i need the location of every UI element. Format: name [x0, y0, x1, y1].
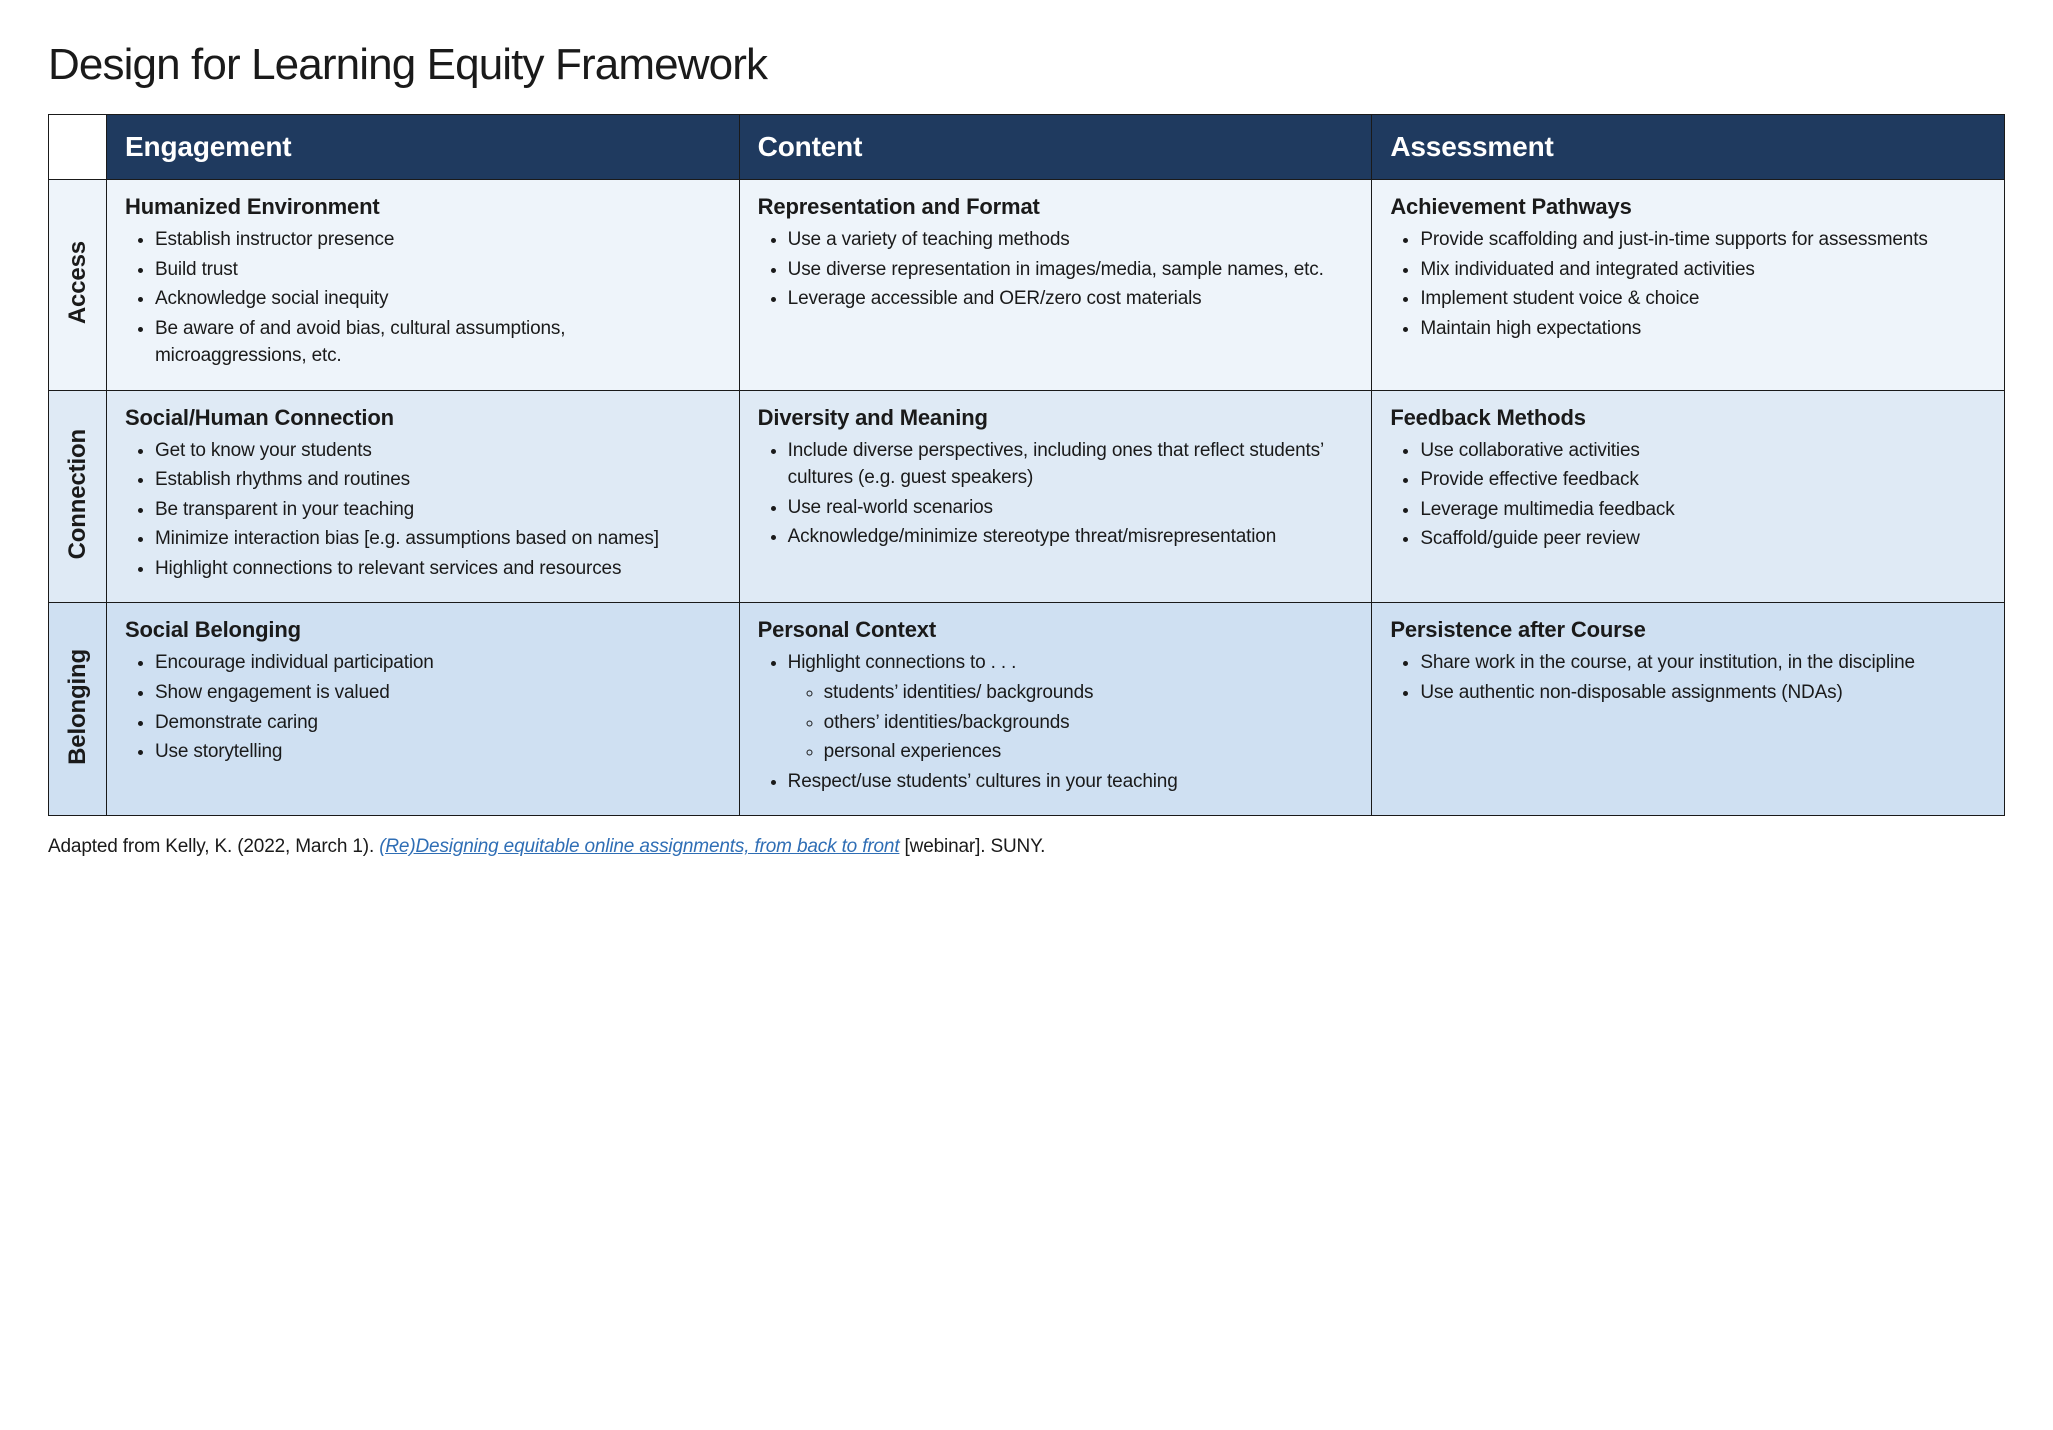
cell-list: Share work in the course, at your instit… — [1390, 649, 1986, 706]
cell: Diversity and Meaning Include diverse per… — [739, 390, 1372, 603]
cell-heading: Social/Human Connection — [125, 405, 721, 431]
cell-list: Establish instructor presenceBuild trust… — [125, 226, 721, 370]
list-item-text: Highlight connections to . . . — [788, 652, 1017, 673]
cell-heading: Social Belonging — [125, 617, 721, 643]
cell-heading: Humanized Environment — [125, 194, 721, 220]
list-item: Leverage accessible and OER/zero cost ma… — [788, 285, 1354, 313]
list-item: Get to know your students — [155, 437, 721, 465]
list-item: Include diverse perspectives, including … — [788, 437, 1354, 492]
cell: Feedback Methods Use collaborative activi… — [1372, 390, 2005, 603]
cell-list: Include diverse perspectives, including … — [758, 437, 1354, 551]
cell: Representation and Format Use a variety o… — [739, 180, 1372, 391]
list-item: Mix individuated and integrated activiti… — [1420, 256, 1986, 284]
list-item: Show engagement is valued — [155, 679, 721, 707]
list-item: Highlight connections to . . . students’ … — [788, 649, 1354, 765]
list-item: Encourage individual participation — [155, 649, 721, 677]
list-item: Acknowledge/minimize stereotype threat/m… — [788, 523, 1354, 551]
cell-heading: Persistence after Course — [1390, 617, 1986, 643]
sub-list: students’ identities/ backgroundsothers’… — [788, 679, 1354, 766]
list-item: Acknowledge social inequity — [155, 285, 721, 313]
list-item: Establish instructor presence — [155, 226, 721, 254]
citation-link[interactable]: (Re)Designing equitable online assignmen… — [379, 836, 899, 857]
list-item: Use diverse representation in images/med… — [788, 256, 1354, 284]
row-header-label: Access — [64, 241, 92, 324]
cell-heading: Personal Context — [758, 617, 1354, 643]
list-item: Provide scaffolding and just-in-time sup… — [1420, 226, 1986, 254]
cell: Social Belonging Encourage individual par… — [107, 603, 740, 816]
list-item: Be aware of and avoid bias, cultural ass… — [155, 315, 721, 370]
list-item: Be transparent in your teaching — [155, 496, 721, 524]
list-item: Use authentic non-disposable assignments… — [1420, 679, 1986, 707]
cell-list: Use collaborative activitiesProvide effe… — [1390, 437, 1986, 553]
cell-list: Get to know your studentsEstablish rhyth… — [125, 437, 721, 583]
row-header-label: Belonging — [64, 649, 92, 765]
cell: Personal Context Highlight connections to… — [739, 603, 1372, 816]
row-header-label: Connection — [64, 429, 92, 559]
list-item: Use collaborative activities — [1420, 437, 1986, 465]
cell: Humanized Environment Establish instructo… — [107, 180, 740, 391]
cell-list: Encourage individual participationShow e… — [125, 649, 721, 765]
list-item: Implement student voice & choice — [1420, 285, 1986, 313]
row-header-connection: Connection — [49, 390, 107, 603]
cell: Achievement Pathways Provide scaffolding … — [1372, 180, 2005, 391]
corner-cell — [49, 115, 107, 180]
list-item: Maintain high expectations — [1420, 315, 1986, 343]
col-header-assessment: Assessment — [1372, 115, 2005, 180]
cell: Social/Human Connection Get to know your … — [107, 390, 740, 603]
list-item: Provide effective feedback — [1420, 466, 1986, 494]
cell-list: Highlight connections to . . . students’ … — [758, 649, 1354, 795]
cell-heading: Representation and Format — [758, 194, 1354, 220]
row-header-access: Access — [49, 180, 107, 391]
list-item: Establish rhythms and routines — [155, 466, 721, 494]
list-item: Use real-world scenarios — [788, 494, 1354, 522]
cell-list: Use a variety of teaching methodsUse div… — [758, 226, 1354, 313]
cell-heading: Feedback Methods — [1390, 405, 1986, 431]
col-header-content: Content — [739, 115, 1372, 180]
cell-heading: Achievement Pathways — [1390, 194, 1986, 220]
framework-table: Engagement Content Assessment Access Huma… — [48, 114, 2005, 816]
list-item: Scaffold/guide peer review — [1420, 525, 1986, 553]
list-item: Use a variety of teaching methods — [788, 226, 1354, 254]
list-item: Minimize interaction bias [e.g. assumpti… — [155, 525, 721, 553]
sub-list-item: students’ identities/ backgrounds — [824, 679, 1354, 707]
list-item: Leverage multimedia feedback — [1420, 496, 1986, 524]
list-item: Use storytelling — [155, 738, 721, 766]
citation: Adapted from Kelly, K. (2022, March 1). … — [48, 836, 2005, 858]
citation-suffix: [webinar]. SUNY. — [899, 836, 1045, 857]
sub-list-item: personal experiences — [824, 738, 1354, 766]
list-item: Respect/use students’ cultures in your t… — [788, 768, 1354, 796]
row-header-belonging: Belonging — [49, 603, 107, 816]
list-item: Build trust — [155, 256, 721, 284]
cell-list: Provide scaffolding and just-in-time sup… — [1390, 226, 1986, 342]
list-item: Share work in the course, at your instit… — [1420, 649, 1986, 677]
sub-list-item: others’ identities/backgrounds — [824, 709, 1354, 737]
cell-heading: Diversity and Meaning — [758, 405, 1354, 431]
cell: Persistence after Course Share work in th… — [1372, 603, 2005, 816]
list-item: Demonstrate caring — [155, 709, 721, 737]
col-header-engagement: Engagement — [107, 115, 740, 180]
list-item: Highlight connections to relevant servic… — [155, 555, 721, 583]
citation-prefix: Adapted from Kelly, K. (2022, March 1). — [48, 836, 379, 857]
page-title: Design for Learning Equity Framework — [48, 40, 2005, 90]
